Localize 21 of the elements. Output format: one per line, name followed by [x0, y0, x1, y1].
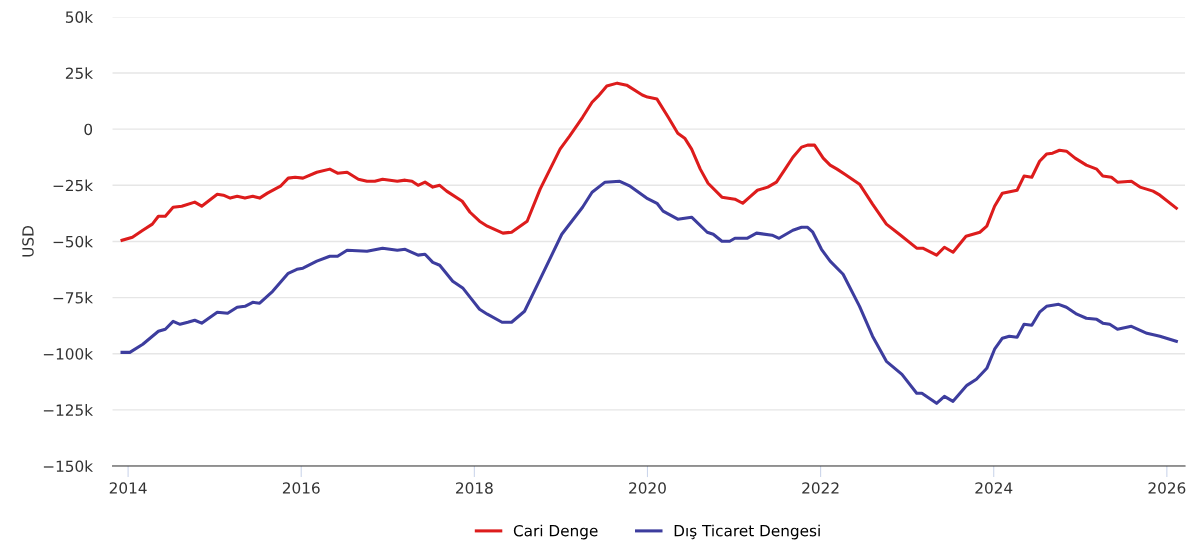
y-tick-label: −100k: [43, 347, 94, 360]
x-tick-label: 2014: [109, 482, 147, 494]
y-tick-label: 25k: [65, 67, 94, 80]
x-tick-label: 2024: [975, 482, 1013, 494]
x-tick-label: 2022: [802, 482, 839, 494]
x-tick-label: 2018: [456, 482, 493, 494]
line-series: [120, 81, 1178, 257]
x-tick-label: 2026: [1148, 482, 1186, 494]
y-tick-label: −75k: [53, 291, 94, 304]
legend-label: Dış Ticaret Dengesi: [674, 524, 820, 540]
y-tick-label: 0: [84, 123, 93, 136]
x-tick-label: 2020: [629, 482, 666, 494]
y-tick-label: 50k: [65, 11, 94, 23]
y-tick-label: −150k: [43, 460, 94, 472]
line-series: [120, 179, 1178, 405]
y-tick-label: −50k: [53, 235, 94, 248]
legend-label: Cari Denge: [513, 524, 598, 540]
y-axis-title: USD: [22, 226, 34, 257]
y-tick-label: −25k: [53, 179, 94, 192]
y-tick-label: −125k: [43, 404, 94, 416]
x-tick-label: 2016: [282, 482, 320, 494]
